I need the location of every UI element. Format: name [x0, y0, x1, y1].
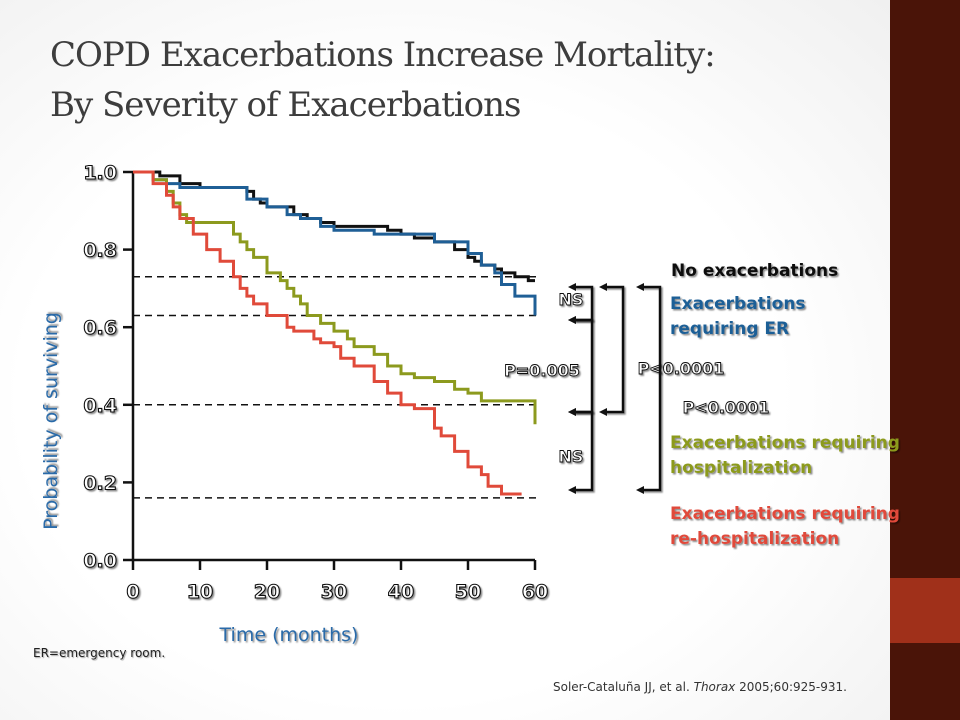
- citation-journal: Thorax: [693, 680, 736, 694]
- x-tick-label: 60: [522, 581, 548, 603]
- series-line-3: [133, 170, 537, 425]
- y-tick-label: 0.4: [83, 395, 117, 417]
- comparison-label: NS: [559, 447, 584, 466]
- comparison-label: P<0.0001: [683, 398, 770, 417]
- slide-title: COPD Exacerbations Increase Mortality: B…: [50, 30, 880, 130]
- legend-label-2: Exacerbations: [670, 294, 806, 314]
- comparison-brackets: NS P=0.005 NS P<0.0001 P<0.0001: [504, 283, 770, 494]
- title-line-2: By Severity of Exacerbations: [50, 85, 521, 125]
- series-line-2: [133, 170, 537, 316]
- y-tick-label: 0.0: [83, 550, 117, 572]
- x-tick-label: 20: [254, 581, 280, 603]
- legend-label-4: re-hospitalization: [670, 529, 839, 549]
- citation-authors: Soler-Cataluña JJ, et al.: [553, 680, 694, 694]
- right-accent-block: [890, 578, 960, 643]
- legend-label-2: requiring ER: [670, 319, 789, 339]
- legend-label-1: No exacerbations: [671, 261, 838, 281]
- x-tick-label: 30: [321, 581, 347, 603]
- axis-titles: Time (months) Probability of surviving: [40, 312, 358, 646]
- legend: No exacerbations Exacerbations requiring E…: [670, 261, 900, 549]
- y-tick-label: 0.8: [83, 240, 117, 262]
- comparison-label: NS: [559, 290, 584, 309]
- x-tick-label: 0: [126, 581, 139, 603]
- legend-label-4: Exacerbations requiring: [670, 504, 900, 524]
- comparison-bracket: [636, 283, 662, 494]
- comparison-label: P<0.0001: [638, 359, 725, 378]
- x-tick-label: 10: [187, 581, 213, 603]
- comparison-label: P=0.005: [504, 361, 580, 380]
- citation-details: 2005;60:925-931.: [735, 680, 847, 694]
- reference-lines: [133, 276, 539, 499]
- comparison-bracket: [599, 283, 625, 416]
- y-tick-label: 1.0: [83, 162, 117, 184]
- slide-background: [0, 0, 890, 720]
- x-axis-title: Time (months): [219, 624, 359, 646]
- comparison-bracket: [568, 408, 594, 494]
- x-tick-label: 50: [455, 581, 481, 603]
- title-line-1: COPD Exacerbations Increase Mortality:: [50, 35, 716, 75]
- y-tick-label: 0.6: [83, 317, 117, 339]
- y-axis-title: Probability of surviving: [40, 312, 62, 530]
- axes: [123, 170, 537, 570]
- legend-label-3: hospitalization: [670, 458, 812, 478]
- footnote: ER=emergency room.: [33, 646, 166, 660]
- tick-labels: 0.0 0.2 0.4 0.6 0.8 1.0 0 10 20 30 40 50 60: [83, 161, 549, 603]
- series-lines: [133, 170, 537, 496]
- y-tick-label: 0.2: [83, 472, 117, 494]
- x-tick-label: 40: [388, 581, 414, 603]
- legend-label-3: Exacerbations requiring: [670, 433, 900, 453]
- citation: Soler-Cataluña JJ, et al. Thorax 2005;60…: [553, 680, 847, 694]
- series-line-4: [133, 170, 522, 496]
